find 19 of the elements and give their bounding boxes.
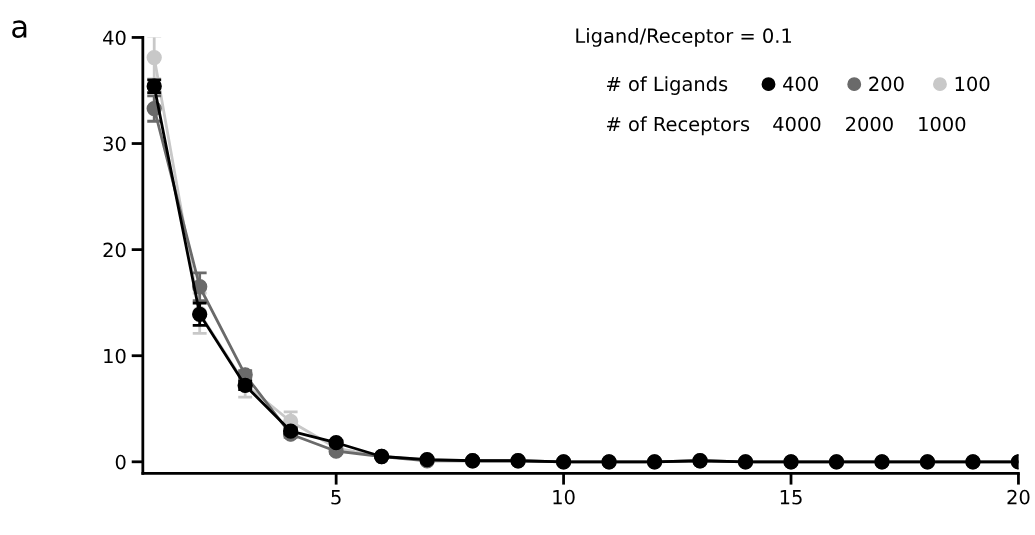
annotation: # of Ligands: [606, 76, 728, 96]
legend-label: 100: [955, 76, 990, 92]
legend-label: 200: [869, 76, 904, 92]
x-tick-label: 15: [780, 490, 802, 505]
text: a: [12, 20, 27, 38]
annotation: 4000: [773, 116, 821, 132]
legend-label: 400: [783, 76, 818, 92]
x-tick-label: 10: [553, 489, 575, 505]
annotation: # of Receptors: [606, 116, 750, 136]
y-tick-label: 30: [103, 136, 126, 152]
y-tick-label: 40: [103, 30, 126, 46]
annotation: 2000: [846, 116, 893, 132]
y-tick-label: 20: [103, 242, 126, 258]
x-tick-label: 5: [331, 490, 341, 505]
y-tick-label: 0: [115, 454, 126, 470]
annotation: 1000: [919, 116, 966, 132]
y-tick-label: 10: [104, 348, 126, 364]
x-tick-label: 20: [1007, 489, 1030, 505]
legend-title: Ligand/Receptor = 0.1: [576, 28, 792, 47]
